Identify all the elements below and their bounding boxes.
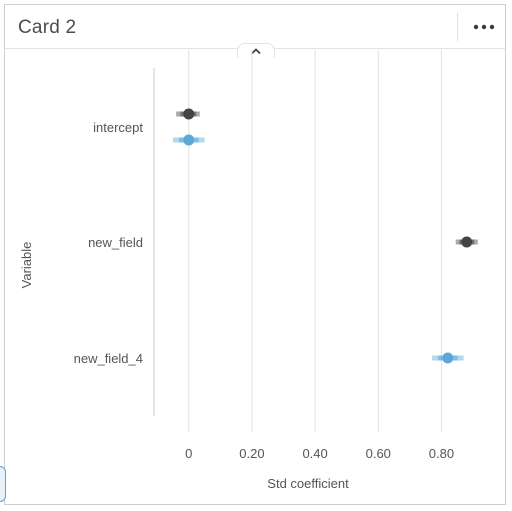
category-label: new_field_4 [74, 351, 143, 366]
data-marks [172, 108, 478, 364]
chevron-up-icon [251, 48, 261, 55]
x-tick-label: 0.80 [429, 446, 454, 461]
category-labels: intercept new_field new_field_4 [74, 120, 144, 366]
card-title: Card 2 [18, 17, 77, 38]
resize-handle[interactable] [0, 466, 6, 502]
header-divider [457, 13, 458, 41]
category-label: intercept [93, 120, 143, 135]
category-label: new_field [88, 235, 143, 250]
x-axis-title: Std coefficient [267, 476, 349, 491]
tick-labels: 0 0.20 0.40 0.60 0.80 [185, 446, 454, 461]
collapse-button[interactable] [237, 43, 275, 58]
y-axis-title: Variable [19, 242, 34, 289]
coefficient-point[interactable] [442, 352, 454, 364]
more-horizontal-icon [473, 24, 495, 30]
x-tick-label: 0 [185, 446, 192, 461]
x-tick-label: 0.40 [302, 446, 327, 461]
coefficient-point[interactable] [183, 134, 195, 146]
coefficient-point[interactable] [461, 236, 473, 248]
more-options-button[interactable] [467, 15, 501, 39]
x-tick-label: 0.20 [239, 446, 264, 461]
card: Card 2 [4, 4, 506, 505]
grid-layer [188, 50, 442, 432]
x-tick-label: 0.60 [366, 446, 391, 461]
coefficient-point[interactable] [183, 108, 195, 120]
